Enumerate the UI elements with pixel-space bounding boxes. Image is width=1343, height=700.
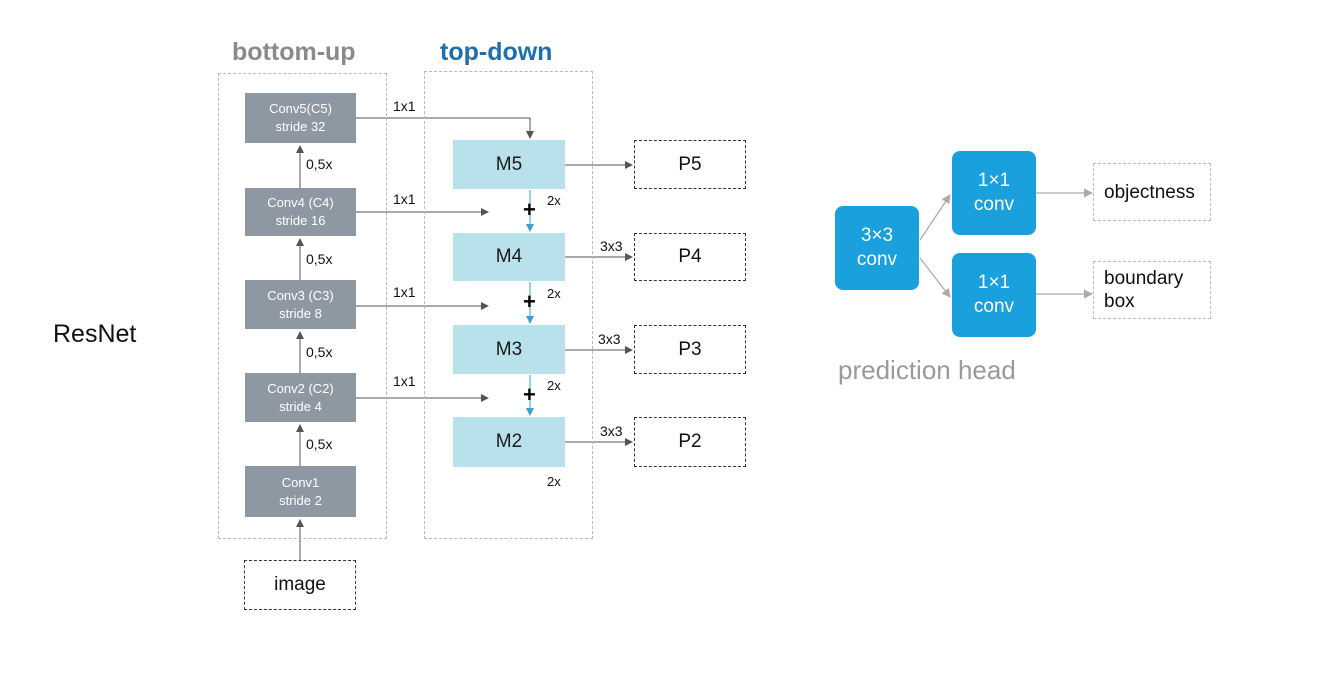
lateral-c5-to-m5 [356, 117, 534, 139]
plus-icon: + [523, 289, 536, 314]
box-conv-block: 1×1 conv [952, 253, 1036, 337]
upsample-label: 2x [547, 474, 561, 489]
conv3-block: Conv3 (C3) stride 8 [245, 280, 356, 329]
conv5-stride: stride 32 [275, 119, 326, 134]
downsample-label: 0,5x [306, 156, 333, 172]
output-block-p4: P4 [634, 233, 746, 281]
conv4-name: Conv4 (C4) [267, 195, 334, 210]
lateral-label: 1x1 [393, 284, 416, 300]
conv5-name: Conv5(C5) [269, 101, 332, 116]
output-block-p2: P2 [634, 417, 746, 467]
lateral-label: 1x1 [393, 373, 416, 389]
objectness-conv-kernel: 1×1 [977, 170, 1011, 191]
prediction-head-title: prediction head [838, 355, 1016, 385]
box-conv-kernel: 1×1 [977, 272, 1011, 293]
conv1-block: Conv1 stride 2 [245, 466, 356, 517]
plus-icon: + [523, 197, 536, 222]
plus-icon: + [523, 382, 536, 407]
conv5-block: Conv5(C5) stride 32 [245, 93, 356, 143]
upsample-label: 2x [547, 286, 561, 301]
downsample-label: 0,5x [306, 344, 333, 360]
shared-conv-block: 3×3 conv [835, 206, 919, 290]
conv3-stride: stride 8 [279, 305, 322, 321]
conv2-stride: stride 4 [279, 398, 322, 414]
shared-conv-kernel: 3×3 [860, 225, 894, 246]
smooth-label: 3x3 [600, 423, 623, 439]
backbone-label: ResNet [53, 320, 137, 348]
upsample-label: 2x [547, 378, 561, 393]
merge-block-m3: M3 [453, 325, 565, 374]
bottom-up-region [218, 73, 387, 539]
arrow-head-to-objectness-conv [919, 194, 951, 241]
lateral-label: 1x1 [393, 98, 416, 114]
boundary-box-line1: boundary [1104, 268, 1184, 289]
conv2-block: Conv2 (C2) stride 4 [245, 373, 356, 422]
output-block-p5: P5 [634, 140, 746, 189]
boundary-box-line2: box [1104, 291, 1135, 312]
merge-block-m2: M2 [453, 417, 565, 467]
arrow-head-to-box-conv [919, 257, 951, 298]
top-down-region [424, 71, 593, 539]
objectness-conv-label: conv [973, 194, 1015, 215]
merge-block-m5: M5 [453, 140, 565, 189]
conv4-stride: stride 16 [275, 213, 326, 228]
top-down-title: top-down [440, 38, 553, 66]
merge-block-m4: M4 [453, 233, 565, 281]
conv1-stride: stride 2 [279, 492, 322, 508]
conv3-name: Conv3 (C3) [267, 287, 334, 303]
objectness-conv-block: 1×1 conv [952, 151, 1036, 235]
conv1-name: Conv1 [281, 474, 320, 490]
shared-conv-label: conv [856, 249, 898, 270]
output-block-p3: P3 [634, 325, 746, 374]
image-input-box: image [244, 560, 356, 610]
box-conv-label: conv [973, 296, 1015, 317]
boundary-box-output: boundary box [1093, 261, 1211, 319]
lateral-label: 1x1 [393, 191, 416, 207]
upsample-label: 2x [547, 193, 561, 208]
objectness-output: objectness [1093, 163, 1211, 221]
conv4-block: Conv4 (C4) stride 16 [245, 188, 356, 236]
objectness-label: objectness [1104, 181, 1195, 203]
smooth-label: 3x3 [600, 238, 623, 254]
bottom-up-title: bottom-up [232, 38, 356, 66]
conv2-name: Conv2 (C2) [267, 380, 334, 396]
downsample-label: 0,5x [306, 251, 333, 267]
smooth-label: 3x3 [598, 331, 621, 347]
downsample-label: 0,5x [306, 436, 333, 452]
